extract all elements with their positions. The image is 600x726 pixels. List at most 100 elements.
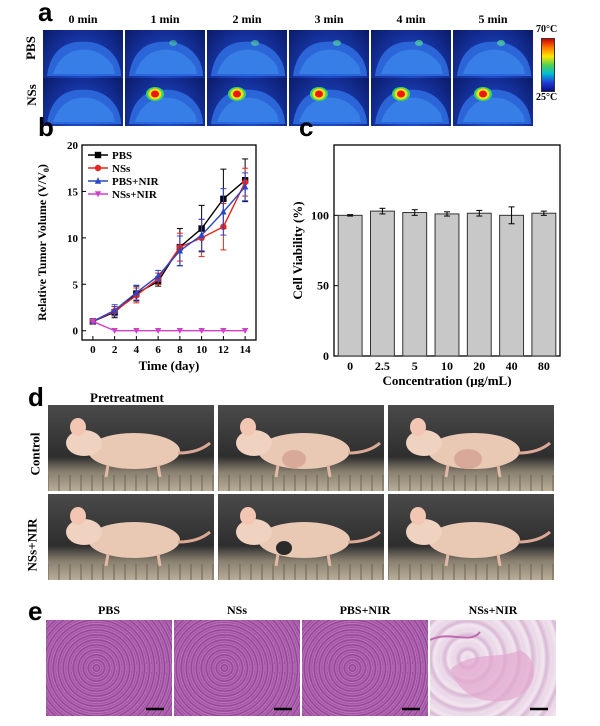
mouse-body-glow: [381, 97, 443, 122]
mouse-tail: [517, 441, 551, 455]
panel-a-row-label-nss: NSs: [23, 84, 39, 106]
x-axis-label: Concentration (μg/mL): [382, 373, 511, 387]
mouse-head: [406, 430, 442, 456]
mouse-leg: [326, 553, 332, 567]
mouse-ear: [240, 507, 256, 525]
thermal-image: [125, 78, 205, 126]
data-point: [176, 328, 184, 334]
mouse-tail: [517, 530, 551, 544]
panel-d-row-label-control: Control: [27, 432, 43, 476]
x-tick-label: 14: [240, 344, 252, 356]
mouse-head: [236, 519, 272, 545]
mouse-leg: [104, 553, 110, 567]
legend-label: NSs+NIR: [112, 189, 158, 201]
histology-image: [430, 620, 556, 716]
thermal-image: [371, 30, 451, 78]
data-point: [111, 328, 118, 334]
x-tick-label: 6: [155, 344, 161, 356]
y-tick-label: 5: [73, 279, 79, 291]
warm-spot: [251, 40, 259, 46]
y-tick-label: 20: [67, 140, 79, 152]
data-point: [94, 191, 102, 198]
x-tick-label: 10: [441, 359, 453, 373]
mouse-body-glow: [299, 97, 361, 122]
mouse-head: [406, 519, 442, 545]
panel-d-label: d: [28, 382, 44, 412]
panel-e-label: e: [28, 596, 43, 626]
mouse-head: [66, 519, 102, 545]
y-tick-label: 0: [323, 349, 329, 363]
panel-a-time-label: 0 min: [68, 12, 98, 26]
histology-label: PBS: [97, 603, 120, 617]
data-point: [133, 328, 140, 334]
y-tick-label: 0: [73, 326, 79, 338]
data-point: [111, 306, 118, 313]
bar: [466, 212, 492, 357]
mouse-leg: [274, 464, 280, 478]
x-tick-label: 20: [473, 359, 485, 373]
mouse-body-glow: [463, 49, 525, 74]
legend-label: PBS: [112, 150, 132, 162]
mouse-body-glow: [463, 97, 525, 122]
x-tick-label: 2: [112, 344, 118, 356]
necrotic-region: [450, 650, 534, 702]
panel-b-label: b: [38, 112, 54, 142]
thermal-image: [43, 78, 123, 126]
legend-label: PBS+NIR: [112, 176, 160, 188]
mouse-body: [428, 522, 520, 558]
series-line: [92, 320, 246, 332]
scar: [276, 541, 292, 555]
panel-a-time-label: 2 min: [232, 12, 262, 26]
mouse-body-glow: [135, 49, 197, 74]
panel-a-time-label: 1 min: [150, 12, 180, 26]
panel-a-label: a: [38, 0, 53, 27]
mouse-body: [258, 433, 350, 469]
thermal-image: [453, 78, 533, 126]
histology-label: NSs+NIR: [468, 603, 518, 617]
mouse-body-glow: [53, 97, 115, 122]
bar: [402, 212, 428, 357]
panel-c-label: c: [299, 112, 314, 142]
data-point: [154, 272, 162, 279]
thermal-image: [207, 30, 287, 78]
histology-image: [174, 620, 300, 716]
warm-spot: [497, 40, 505, 46]
mouse-ear: [410, 507, 426, 525]
cell-viability-chart: 0 50 100 0 2.5 5 10 20 40 80 Concentration (μg/mL)…: [290, 144, 561, 387]
histology-label: NSs: [226, 603, 247, 617]
mouse-photo: [48, 494, 214, 580]
x-tick-label: 8: [177, 344, 183, 356]
mouse-body-glow: [381, 49, 443, 74]
mouse-body-glow: [135, 97, 197, 122]
x-tick-label: 0: [347, 359, 353, 373]
data-point: [241, 183, 249, 190]
scale-min-label: 25°C: [536, 92, 558, 103]
x-tick-label: 12: [218, 344, 230, 356]
histology-image: [302, 620, 428, 716]
mouse-photo: [218, 405, 384, 491]
bar: [337, 214, 363, 357]
thermal-image: [207, 78, 287, 126]
data-point: [198, 231, 205, 238]
thermal-image: [371, 78, 451, 126]
thermal-image: [289, 78, 369, 126]
mouse-head: [236, 430, 272, 456]
mouse-ear: [240, 418, 256, 436]
panel-d-title: Pretreatment: [90, 390, 164, 405]
panel-a-time-label: 3 min: [314, 12, 344, 26]
mouse-leg: [444, 464, 450, 478]
data-point: [241, 328, 249, 334]
hotspot-core: [315, 90, 323, 98]
mouse-leg: [496, 464, 502, 478]
series-line: [92, 186, 246, 323]
bar: [369, 210, 395, 357]
x-tick-label: 10: [196, 344, 208, 356]
mouse-tail: [177, 441, 211, 455]
x-axis-label: Time (day): [139, 358, 200, 373]
mouse-leg: [496, 553, 502, 567]
mouse-body-glow: [53, 49, 115, 74]
mouse-body: [88, 433, 180, 469]
data-point: [154, 328, 162, 334]
mouse-photo: [388, 405, 554, 491]
mouse-leg: [156, 464, 162, 478]
